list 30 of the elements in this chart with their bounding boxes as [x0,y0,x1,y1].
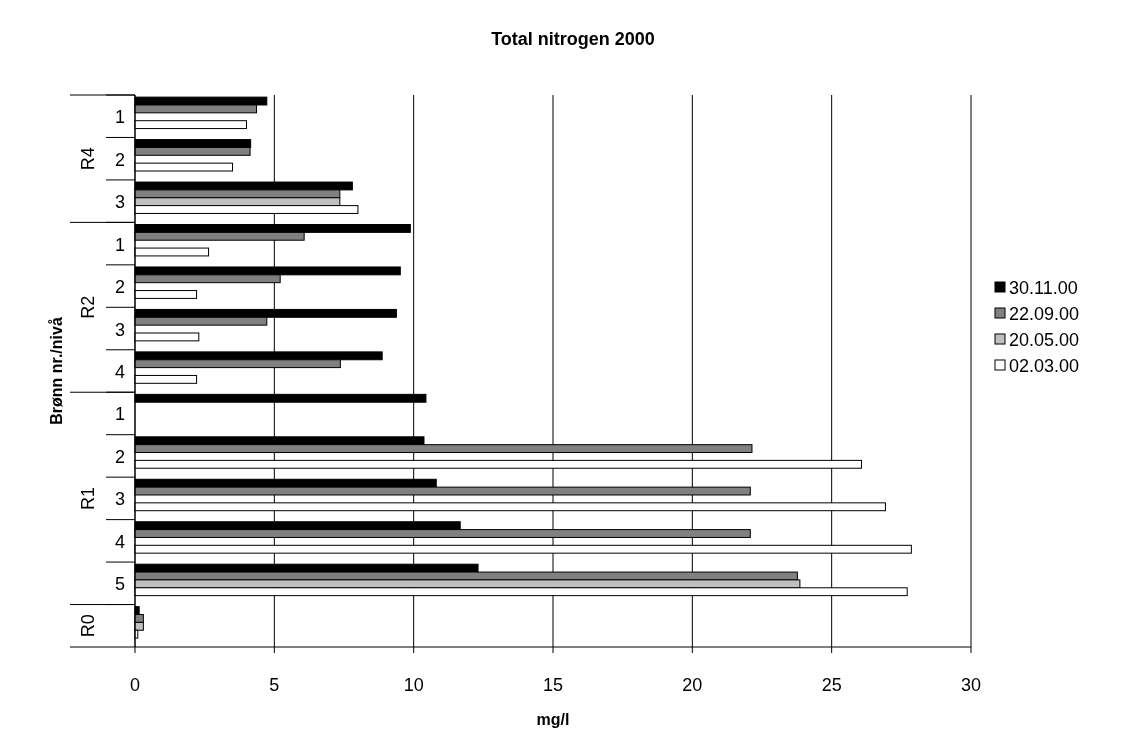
x-tick-label: 15 [542,675,564,695]
y-tick-label: 1 [114,107,126,128]
y-tick-label: 5 [114,574,126,595]
text: R4 [78,147,98,171]
y-tick-label: 1 [114,234,126,255]
x-tick-label: 5 [269,675,280,695]
x-tick-label: 30 [960,675,982,695]
y-tick-label: 4 [114,531,126,552]
legend-label: 30.11.00 [1009,278,1078,298]
text: R2 [78,295,98,319]
x-tick-label: 25 [821,675,842,695]
x-axis-title: mg/l [536,711,570,728]
x-tick-label: 20 [682,675,703,695]
legend-label: 02.03.00 [1009,356,1080,376]
chart-title: Total nitrogen 2000 [491,29,655,49]
y-tick-label: 2 [114,149,126,170]
x-tick-label: 0 [129,675,141,695]
legend-label: 20.05.00 [1009,330,1080,350]
y-tick-label: 4 [114,362,126,382]
y-tick-label: 3 [114,192,126,213]
text: R1 [78,486,98,510]
y-tick-label: 2 [114,277,126,298]
y-tick-label: 1 [114,404,126,425]
text: R0 [78,614,98,638]
y-tick-label: 3 [114,489,126,510]
y-axis-title: Brønn nr./nivå [48,317,65,425]
legend-label: 22.09.00 [1009,304,1080,324]
y-tick-label: 2 [114,446,126,467]
x-tick-label: 10 [403,675,424,695]
y-tick-label: 3 [114,319,126,340]
